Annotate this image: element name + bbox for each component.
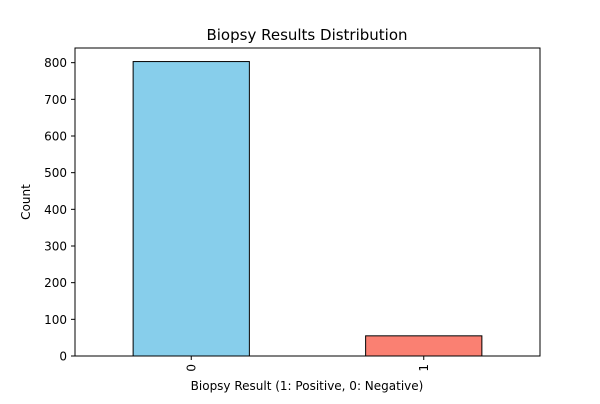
bar-1 — [365, 335, 483, 357]
x-tick-label: 0 — [184, 364, 198, 372]
y-tick-label: 0 — [59, 350, 67, 364]
bar-0 — [132, 61, 250, 357]
y-tick-label: 200 — [44, 276, 67, 290]
y-tick-label: 100 — [44, 313, 67, 327]
chart-title: Biopsy Results Distribution — [206, 26, 407, 44]
y-tick-label: 500 — [44, 166, 67, 180]
y-tick-label: 800 — [44, 56, 67, 70]
plot-frame — [74, 47, 541, 357]
y-axis: 0 100 200 300 400 500 600 700 800 — [44, 56, 75, 364]
y-tick-label: 600 — [44, 130, 67, 144]
y-axis-label: Count — [19, 184, 33, 220]
bars — [132, 61, 483, 357]
y-tick-label: 300 — [44, 240, 67, 254]
x-axis-label: Biopsy Result (1: Positive, 0: Negative) — [191, 379, 424, 393]
y-tick-label: 700 — [44, 93, 67, 107]
y-tick-label: 400 — [44, 203, 67, 217]
x-tick-label: 1 — [417, 364, 431, 372]
